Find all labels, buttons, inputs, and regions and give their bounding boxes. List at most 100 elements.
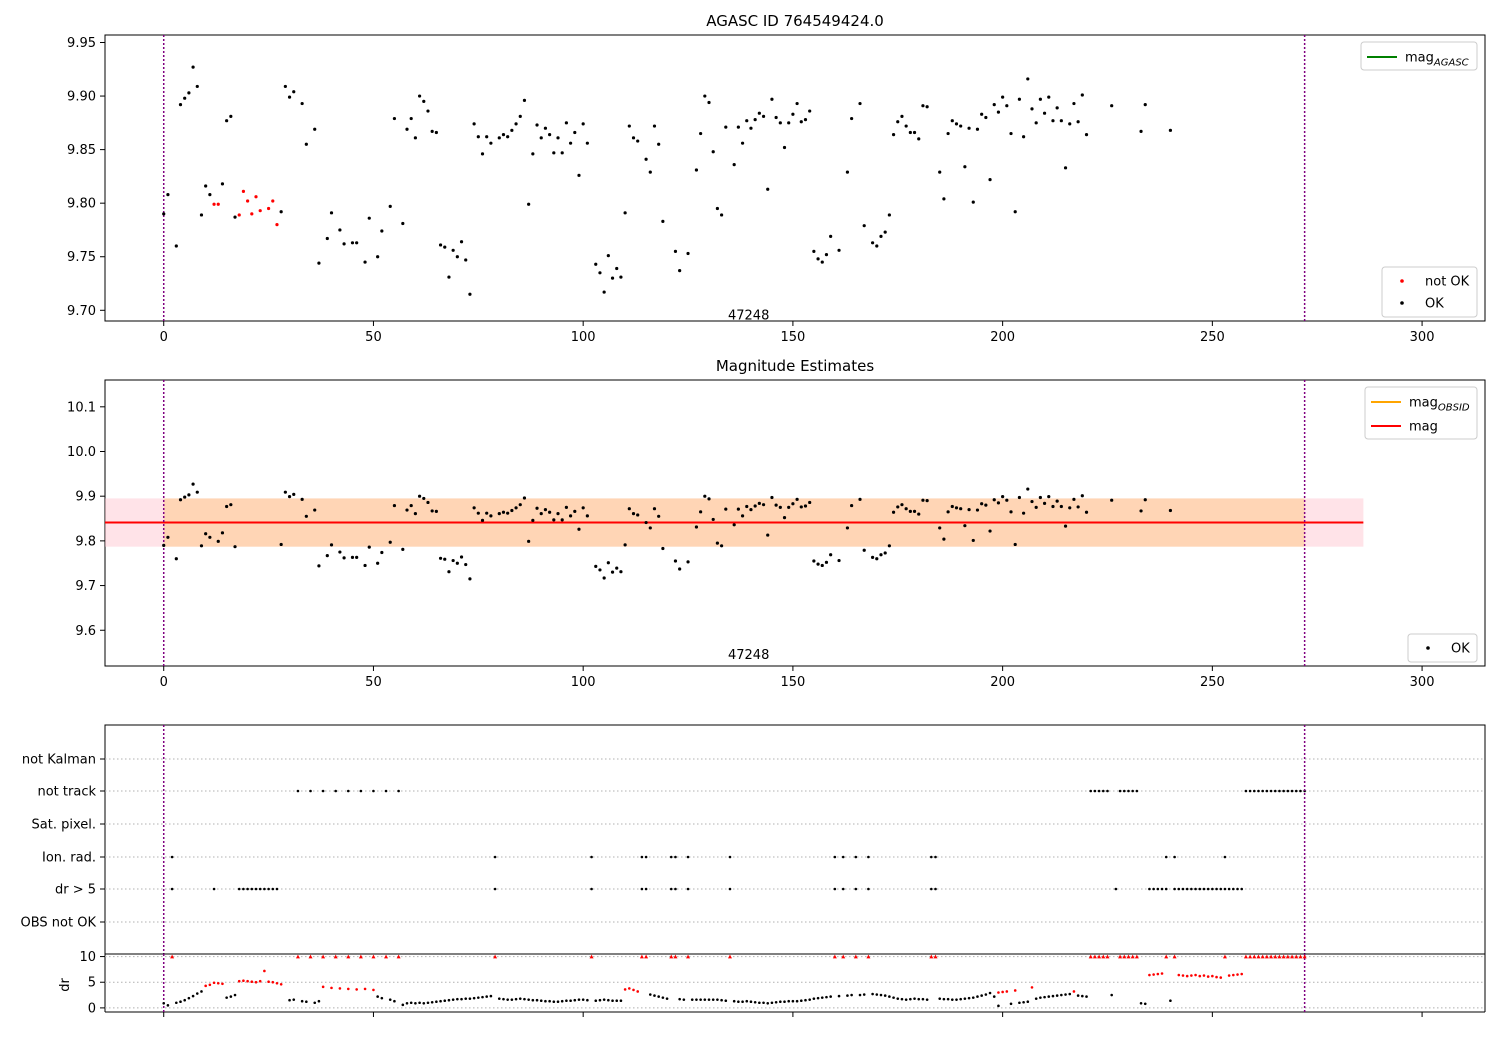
ok-point [732, 163, 736, 167]
ok-point [560, 151, 564, 155]
ok-point [858, 101, 862, 106]
ok-point [996, 501, 1001, 505]
ok-point [317, 261, 321, 265]
ok-point [980, 502, 984, 506]
not-ok-point [258, 209, 262, 213]
dr-point [808, 998, 811, 1001]
ok-point [468, 292, 472, 296]
flag-point [1206, 887, 1210, 891]
dr-point [544, 999, 547, 1003]
ok-point [615, 266, 619, 271]
ok-point [1026, 77, 1030, 81]
flag-point [359, 789, 363, 793]
flag-point [640, 855, 644, 859]
panel-3-ytick-label: 5 [88, 976, 96, 991]
ok-point [489, 514, 493, 518]
flag-point [267, 887, 270, 891]
ok-point [812, 559, 816, 563]
ok-point [283, 490, 287, 494]
ok-point [489, 141, 493, 145]
dr-point [565, 999, 568, 1003]
ok-point [837, 248, 841, 252]
flag-point [397, 789, 400, 793]
ok-point [199, 544, 204, 548]
panel-0-title: AGASC ID 764549424.0 [706, 12, 884, 30]
ok-point [355, 555, 359, 560]
ok-point [191, 65, 195, 69]
ok-point [942, 197, 946, 201]
ok-point [1059, 504, 1063, 509]
not-ok-point [271, 199, 275, 203]
ok-point [1139, 509, 1143, 513]
dr-point-flagged [212, 981, 216, 985]
panel-1-point-legend [1407, 633, 1478, 663]
panel-1-obsid-label: 47248 [728, 648, 769, 663]
dr-point [732, 999, 736, 1003]
ok-point [686, 560, 690, 564]
ok-point [1034, 121, 1038, 125]
ok-point [329, 211, 334, 215]
ok-point [518, 114, 522, 119]
ok-point [447, 275, 451, 279]
ok-point [598, 271, 602, 275]
dr-point-flagged [1030, 986, 1034, 989]
dr-point-flagged [632, 988, 635, 992]
ok-point [594, 262, 598, 266]
dr-point [485, 995, 489, 998]
ok-point [917, 512, 921, 516]
ok-point [338, 550, 342, 554]
ok-point [518, 503, 522, 507]
ok-point [875, 557, 879, 561]
ok-point [338, 228, 342, 232]
ok-point [1022, 511, 1026, 515]
ok-point [342, 242, 346, 246]
dr-point-flagged [1198, 974, 1202, 978]
ok-point [514, 122, 518, 126]
panel-1-xtick-label: 300 [1410, 675, 1435, 690]
dr-point [707, 998, 711, 1001]
flag-point [686, 855, 690, 859]
dr-point [422, 1001, 426, 1005]
flag-point [1152, 887, 1155, 891]
dr-capped-marker [673, 954, 678, 959]
ok-point [938, 170, 942, 174]
dr-point [921, 997, 925, 1001]
ok-point [879, 234, 883, 238]
dr-capped-marker [1164, 954, 1169, 959]
dr-point [460, 997, 463, 1001]
dr-capped-marker [1222, 954, 1227, 959]
ok-point [736, 125, 740, 129]
dr-capped-marker [170, 954, 175, 959]
ok-point [225, 119, 229, 123]
ok-point [753, 118, 757, 122]
ok-point [208, 535, 212, 539]
ok-point [904, 124, 908, 128]
dr-point-flagged [1215, 975, 1218, 979]
ok-point [745, 119, 749, 123]
flag-row-label: not Kalman [22, 753, 96, 768]
dr-capped-marker [1285, 954, 1290, 959]
ok-point [795, 497, 799, 501]
dr-point-flagged [221, 982, 224, 986]
ok-point [187, 493, 191, 497]
ok-point [1038, 97, 1042, 101]
ok-point [619, 570, 623, 574]
dr-capped-marker [1264, 954, 1269, 959]
dr-point [497, 997, 501, 1000]
dr-capped-marker [1281, 954, 1286, 959]
ok-point [455, 561, 459, 565]
ok-point [216, 539, 220, 543]
ok-point [829, 553, 833, 557]
flag-point [590, 887, 593, 891]
ok-point [1013, 210, 1017, 214]
dr-point [959, 997, 962, 1001]
ok-point [703, 94, 707, 98]
ok-point [510, 508, 514, 513]
dr-capped-marker [346, 954, 351, 959]
ok-point [921, 104, 925, 108]
dr-point [523, 997, 526, 1001]
ok-point [791, 502, 795, 506]
ok-point [183, 495, 187, 499]
ok-point [162, 543, 166, 547]
dr-point-flagged [1227, 974, 1231, 977]
